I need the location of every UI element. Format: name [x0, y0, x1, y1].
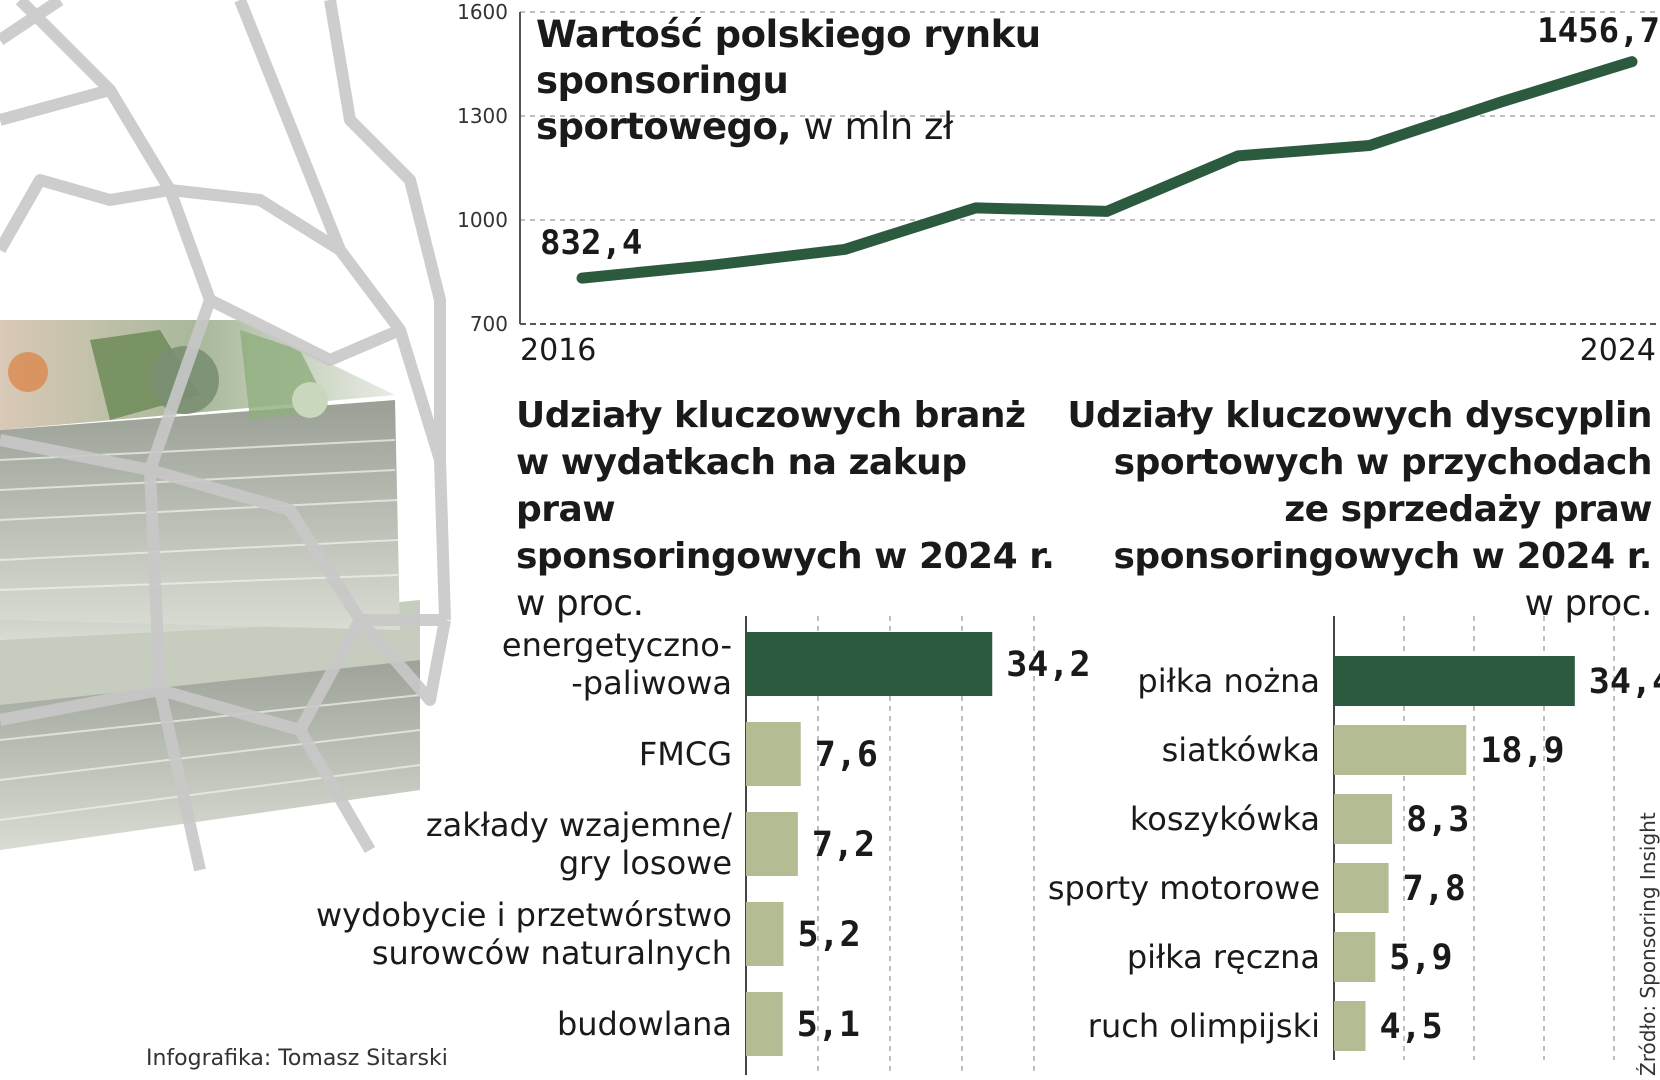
bar-category-label: ruch olimpijski	[1088, 1007, 1320, 1045]
bar-category-label: piłka ręczna	[1127, 938, 1320, 976]
sport-bar-chart: 34,4 piłka nożna 18,9 siatkówka 8,3 koszykówk…	[1048, 616, 1660, 1060]
bar-category-label: sporty motorowe	[1048, 869, 1320, 907]
data-source: Źródło: Sponsoring Insight	[1636, 812, 1660, 1076]
bar-category-label: budowlana	[557, 1005, 732, 1043]
line-chart-title-line2: sportowego,	[536, 105, 792, 148]
bar-category-label: koszykówka	[1130, 800, 1320, 838]
bar-category-label: surowców naturalnych	[372, 934, 732, 972]
football-net	[0, 0, 451, 872]
bar-category-label: piłka nożna	[1137, 662, 1320, 700]
line-chart-y-ticks: 700 1000 1300 1600	[457, 0, 508, 336]
market-value-line-chart: 700 1000 1300 1600 2016 2024 832,4 1456,7	[457, 0, 1660, 368]
bar	[746, 632, 993, 696]
bar-value-label: 7,8	[1403, 869, 1466, 909]
line-chart-title: Wartość polskiego rynku sponsoringu spor…	[536, 12, 1296, 150]
bar-category-label: -paliwowa	[571, 664, 732, 702]
industry-chart-title: Udziały kluczowych branż w wydatkach na …	[516, 392, 1076, 627]
industry-chart-title-line1: Udziały kluczowych branż	[516, 395, 1026, 436]
bar	[746, 722, 801, 786]
x-tick-label: 2024	[1580, 333, 1656, 368]
line-chart-series	[576, 56, 1638, 284]
line-chart-title-line1: Wartość polskiego rynku sponsoringu	[536, 13, 1041, 102]
bar	[1334, 932, 1376, 982]
bar	[746, 812, 798, 876]
bar-category-label: zakłady wzajemne/	[426, 806, 732, 844]
bar-value-label: 7,6	[815, 735, 878, 775]
x-tick-label: 2016	[520, 333, 596, 368]
y-tick-label: 1300	[457, 104, 508, 128]
bar-value-label: 5,9	[1389, 938, 1452, 978]
industry-chart-title-line2: w wydatkach na zakup praw	[516, 442, 967, 530]
industry-chart-title-line3: sponsoringowych w 2024 r.	[516, 536, 1055, 577]
sport-chart-title-line3: ze sprzedaży praw	[1284, 489, 1652, 530]
line-chart-unit: w mln zł	[803, 105, 953, 148]
bar-category-label: gry losowe	[559, 844, 732, 882]
bar	[746, 992, 783, 1056]
line-chart-gridlines	[519, 11, 1660, 325]
start-value-label: 832,4	[540, 223, 642, 263]
bar-category-label: wydobycie i przetwórstwo	[316, 896, 732, 934]
bar-value-label: 4,5	[1380, 1007, 1443, 1047]
bar	[1334, 656, 1575, 706]
bar-category-label: FMCG	[639, 735, 732, 773]
sport-chart-title: Udziały kluczowych dyscyplin sportowych …	[1060, 392, 1652, 627]
bar-value-label: 7,2	[812, 825, 875, 865]
bar-value-label: 34,4	[1589, 662, 1660, 702]
bar-value-label: 8,3	[1406, 800, 1469, 840]
end-value-label: 1456,7	[1537, 11, 1660, 51]
sport-chart-title-line2: sportowych w przychodach	[1113, 442, 1653, 483]
market-value-line	[576, 56, 1638, 284]
sport-chart-unit: w proc.	[1524, 583, 1652, 624]
industry-chart-unit: w proc.	[516, 583, 644, 624]
bar-value-label: 5,2	[797, 915, 860, 955]
y-tick-label: 1600	[457, 0, 508, 24]
bar-category-label: siatkówka	[1162, 731, 1320, 769]
line-chart-x-ticks: 2016 2024	[520, 333, 1656, 368]
bar	[1334, 863, 1389, 913]
infographic-credit: Infografika: Tomasz Sitarski	[146, 1046, 448, 1071]
y-tick-label: 1000	[457, 208, 508, 232]
bar	[1334, 1001, 1366, 1051]
bar-category-label: energetyczno-	[502, 626, 732, 664]
industry-bar-chart: 34,2 energetyczno--paliwowa 7,6 FMCG 7,2 zakł…	[316, 616, 1091, 1075]
bar	[746, 902, 784, 966]
line-chart-end-labels: 832,4 1456,7	[540, 11, 1660, 263]
sport-chart-title-line1: Udziały kluczowych dyscyplin	[1067, 395, 1652, 436]
banknotes-in-net-illustration	[0, 0, 451, 872]
bar-value-label: 5,1	[797, 1005, 860, 1045]
bar-value-label: 18,9	[1480, 731, 1564, 771]
bar-value-label: 34,2	[1006, 645, 1090, 685]
y-tick-label: 700	[470, 312, 508, 336]
sport-chart-title-line4: sponsoringowych w 2024 r.	[1113, 536, 1653, 577]
bar	[1334, 725, 1467, 775]
bar	[1334, 794, 1393, 844]
